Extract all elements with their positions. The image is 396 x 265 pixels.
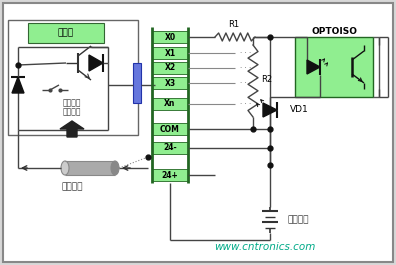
Bar — [28, 23, 104, 43]
Text: OPTOISO: OPTOISO — [311, 26, 357, 36]
Bar — [8, 20, 138, 135]
Text: R2: R2 — [261, 76, 272, 85]
Text: · · ·: · · · — [240, 65, 251, 71]
Polygon shape — [12, 77, 24, 93]
Text: 主电路: 主电路 — [58, 29, 74, 38]
Bar — [152, 77, 188, 89]
Text: · · ·: · · · — [240, 101, 251, 107]
Text: 24+: 24+ — [162, 170, 178, 179]
Text: COM: COM — [160, 125, 180, 134]
Bar — [152, 62, 188, 74]
Ellipse shape — [61, 161, 69, 175]
Text: 外置电源: 外置电源 — [61, 183, 83, 192]
Text: 直流两线: 直流两线 — [63, 99, 81, 108]
Text: X2: X2 — [164, 64, 175, 73]
Bar — [152, 98, 188, 110]
Bar — [152, 142, 188, 154]
Polygon shape — [89, 55, 103, 71]
Bar — [65, 161, 115, 175]
Text: · · ·: · · · — [240, 80, 251, 86]
Bar — [152, 169, 188, 181]
Text: R1: R1 — [228, 20, 240, 29]
Text: Xn: Xn — [164, 99, 176, 108]
Text: X3: X3 — [164, 78, 175, 87]
Text: 24-: 24- — [163, 144, 177, 152]
Bar — [152, 47, 188, 59]
Polygon shape — [263, 103, 277, 117]
Text: X0: X0 — [164, 33, 175, 42]
Bar — [295, 37, 373, 97]
Text: · · ·: · · · — [240, 50, 251, 56]
Polygon shape — [60, 121, 84, 137]
Text: www.cntronics.com: www.cntronics.com — [214, 242, 316, 252]
Ellipse shape — [111, 161, 119, 175]
Polygon shape — [307, 60, 320, 74]
Bar — [133, 63, 141, 103]
Bar — [152, 123, 188, 135]
Text: 接近开关: 接近开关 — [63, 108, 81, 117]
Text: X1: X1 — [164, 48, 175, 58]
Bar — [152, 31, 188, 43]
Text: 内置电源: 内置电源 — [287, 215, 308, 224]
Text: VD1: VD1 — [290, 105, 309, 114]
